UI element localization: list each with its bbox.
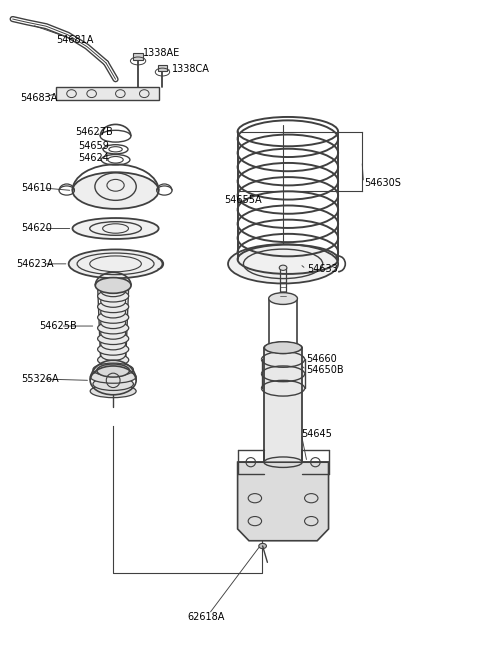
Ellipse shape <box>97 333 129 344</box>
Ellipse shape <box>97 312 129 323</box>
Ellipse shape <box>93 377 133 390</box>
Ellipse shape <box>101 338 126 350</box>
Ellipse shape <box>279 265 287 270</box>
Ellipse shape <box>101 359 126 371</box>
Ellipse shape <box>97 343 129 355</box>
Ellipse shape <box>264 342 302 353</box>
Text: 54681A: 54681A <box>56 35 93 45</box>
Ellipse shape <box>101 306 126 318</box>
Ellipse shape <box>269 293 298 304</box>
Ellipse shape <box>101 317 126 329</box>
Text: 54683A: 54683A <box>20 92 57 102</box>
Text: 1338CA: 1338CA <box>172 64 210 74</box>
Polygon shape <box>133 53 143 60</box>
Ellipse shape <box>101 295 126 307</box>
Polygon shape <box>56 87 158 100</box>
Text: 1338AE: 1338AE <box>144 48 180 58</box>
Text: 54623A: 54623A <box>16 259 53 269</box>
Polygon shape <box>264 348 302 462</box>
Text: 55326A: 55326A <box>21 374 59 384</box>
Ellipse shape <box>95 277 131 293</box>
Text: 54659: 54659 <box>78 141 109 151</box>
Text: 54624: 54624 <box>78 153 109 163</box>
Ellipse shape <box>97 322 129 334</box>
Ellipse shape <box>90 370 136 383</box>
Ellipse shape <box>97 279 129 291</box>
Ellipse shape <box>228 244 338 283</box>
Text: 54627B: 54627B <box>75 127 113 136</box>
Ellipse shape <box>97 354 129 366</box>
Ellipse shape <box>101 285 126 297</box>
Ellipse shape <box>72 173 158 209</box>
Text: 54620: 54620 <box>21 224 52 234</box>
Text: 62618A: 62618A <box>187 612 225 623</box>
Ellipse shape <box>90 384 136 398</box>
Text: 54650B: 54650B <box>306 365 344 375</box>
Ellipse shape <box>72 218 158 239</box>
Ellipse shape <box>97 290 129 302</box>
Text: 54660: 54660 <box>306 354 337 365</box>
Ellipse shape <box>269 342 298 354</box>
Ellipse shape <box>97 364 130 377</box>
Ellipse shape <box>101 327 126 339</box>
Ellipse shape <box>93 363 133 376</box>
Text: 54633: 54633 <box>307 264 338 274</box>
Text: 54610: 54610 <box>21 183 51 193</box>
Text: 54655A: 54655A <box>225 195 262 205</box>
Text: 54645: 54645 <box>301 429 332 439</box>
Ellipse shape <box>69 249 162 278</box>
Ellipse shape <box>259 543 266 548</box>
Text: 54630S: 54630S <box>364 178 401 188</box>
Ellipse shape <box>264 342 302 354</box>
Ellipse shape <box>97 365 129 377</box>
Text: 54625B: 54625B <box>39 321 77 331</box>
Ellipse shape <box>101 349 126 361</box>
Ellipse shape <box>97 301 129 313</box>
Polygon shape <box>157 65 167 71</box>
Polygon shape <box>238 462 328 541</box>
